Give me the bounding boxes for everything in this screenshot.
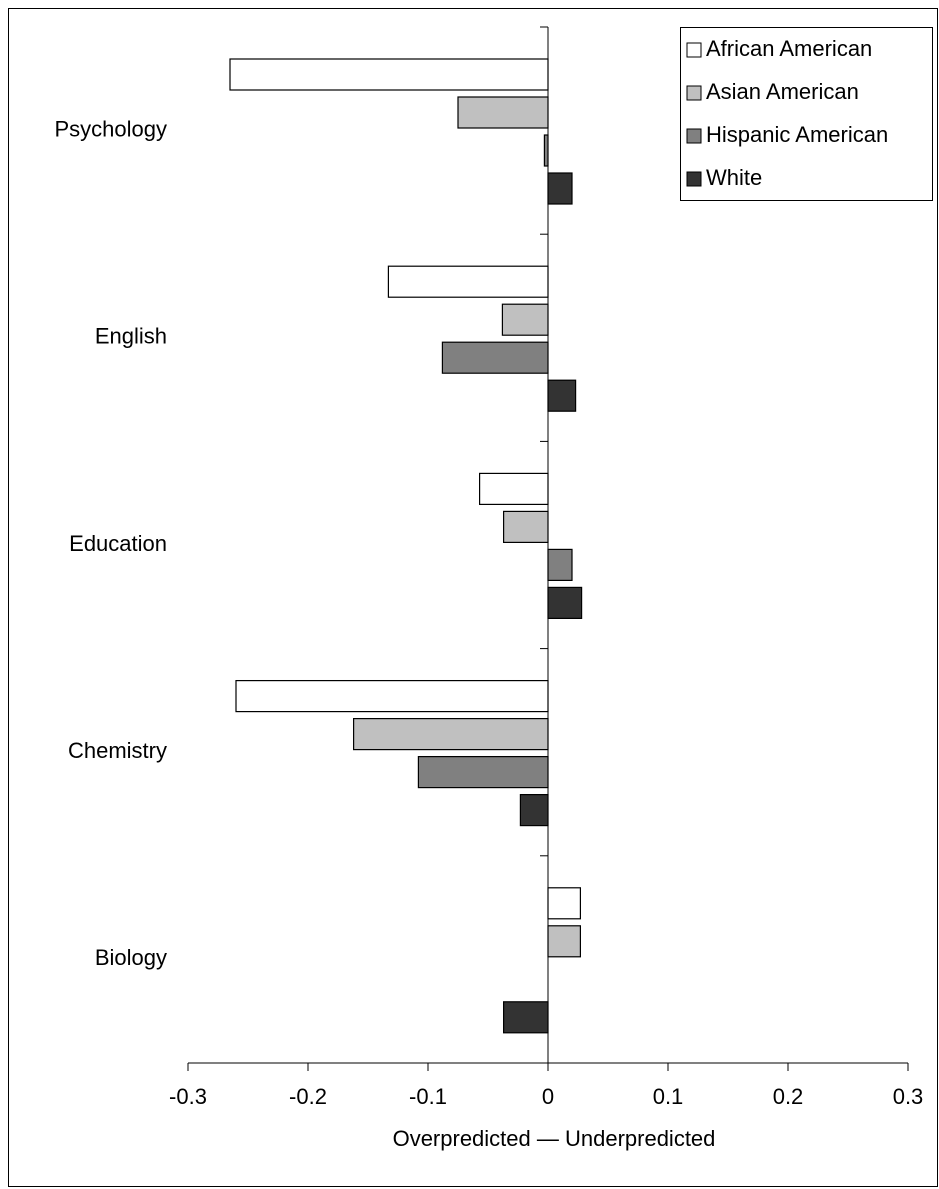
x-tick-label: -0.1 bbox=[409, 1084, 447, 1109]
x-tick-label: 0.3 bbox=[893, 1084, 924, 1109]
bar bbox=[503, 510, 549, 543]
bar bbox=[547, 379, 577, 412]
x-tick-label: 0.1 bbox=[653, 1084, 684, 1109]
bar bbox=[417, 755, 549, 789]
legend-label: Asian American bbox=[706, 79, 859, 104]
bar bbox=[547, 887, 582, 920]
y-tick-label: Biology bbox=[95, 945, 167, 970]
legend-swatch bbox=[686, 128, 702, 144]
x-tick-label: 0.2 bbox=[773, 1084, 804, 1109]
bar bbox=[501, 303, 549, 336]
bar bbox=[479, 472, 549, 505]
bar bbox=[353, 717, 549, 751]
legend-label: African American bbox=[706, 36, 872, 61]
y-tick-label: Education bbox=[69, 531, 167, 556]
y-tick-label: Chemistry bbox=[68, 738, 167, 763]
legend-label: White bbox=[706, 165, 762, 190]
bar bbox=[387, 265, 549, 298]
bar bbox=[543, 134, 549, 167]
bar bbox=[503, 1001, 549, 1034]
legend-label: Hispanic American bbox=[706, 122, 888, 147]
bar bbox=[519, 793, 549, 827]
x-tick-label: -0.3 bbox=[169, 1084, 207, 1109]
y-tick-label: Psychology bbox=[54, 116, 167, 141]
legend-swatch bbox=[686, 85, 702, 101]
legend-box bbox=[680, 27, 933, 201]
bar bbox=[547, 172, 573, 205]
chart-frame bbox=[8, 8, 938, 1187]
bar bbox=[235, 679, 549, 713]
bar bbox=[547, 586, 583, 620]
x-axis-label: Overpredicted — Underpredicted bbox=[393, 1126, 716, 1151]
legend-swatch bbox=[686, 171, 702, 187]
bar bbox=[229, 58, 549, 91]
bar bbox=[547, 925, 582, 958]
y-tick-label: English bbox=[95, 324, 167, 349]
legend-swatch bbox=[686, 42, 702, 58]
bar bbox=[441, 341, 549, 374]
bar bbox=[547, 548, 573, 582]
x-tick-label: -0.2 bbox=[289, 1084, 327, 1109]
x-tick-label: 0 bbox=[542, 1084, 554, 1109]
bar bbox=[457, 96, 549, 129]
